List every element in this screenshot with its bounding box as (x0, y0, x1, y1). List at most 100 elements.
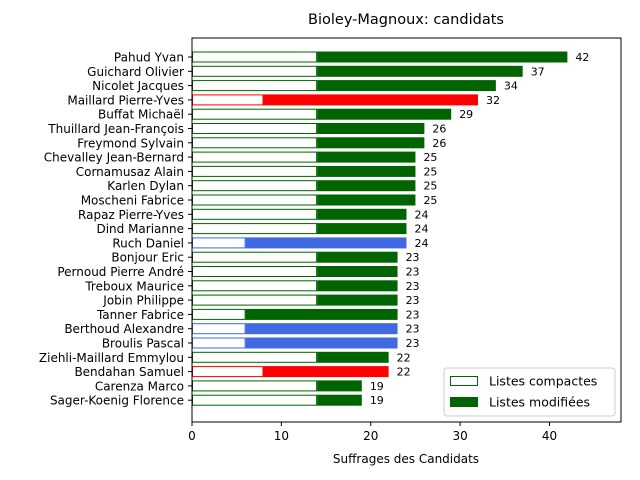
bar-compact (192, 51, 318, 63)
bar-compact (192, 294, 318, 306)
y-tick-label: Dind Marianne (96, 222, 184, 236)
bar-modified (317, 223, 407, 235)
y-tick-label: Cornamusaz Alain (76, 165, 184, 179)
bar-modified (317, 194, 416, 206)
y-tick-label: Moscheni Fabrice (81, 194, 184, 208)
value-label: 32 (486, 94, 500, 107)
y-tick-label: Nicolet Jacques (92, 79, 184, 93)
y-tick-label: Ruch Daniel (112, 236, 184, 250)
value-label: 22 (397, 366, 411, 379)
bar-compact (192, 123, 318, 134)
y-tick-label: Broulis Pascal (102, 337, 184, 351)
value-label: 26 (432, 123, 446, 136)
y-tick-label: Treboux Maurice (84, 279, 184, 293)
bar-modified (245, 323, 398, 335)
x-axis-label: Suffrages des Candidats (333, 452, 479, 466)
y-tick-label: Thuillard Jean-François (47, 122, 184, 136)
value-label: 25 (423, 151, 437, 164)
value-label: 23 (406, 266, 420, 279)
bar-compact (192, 308, 246, 320)
bar-modified (317, 65, 523, 77)
bar-modified (317, 251, 398, 263)
value-label: 23 (406, 251, 420, 264)
y-tick-label: Karlen Dylan (107, 179, 184, 193)
bar-compact (192, 394, 318, 406)
value-label: 26 (432, 137, 446, 150)
bar-compact (192, 180, 318, 192)
y-tick-label: Guichard Olivier (87, 65, 184, 79)
plot-frame (191, 37, 622, 423)
value-label: 24 (415, 208, 429, 221)
x-tick-label: 30 (452, 429, 467, 443)
y-tick-label: Carenza Marco (95, 379, 184, 393)
legend-label: Listes compactes (489, 374, 597, 389)
x-tick-label: 20 (363, 429, 378, 443)
bar-compact (192, 337, 246, 349)
value-label: 34 (504, 80, 518, 93)
y-tick-label: Pahud Yvan (114, 51, 184, 65)
bar-compact (192, 380, 318, 392)
value-label: 23 (406, 280, 420, 293)
y-tick-label: Ziehli-Maillard Emmylou (39, 351, 184, 365)
y-tick-label: Buffat Michaël (98, 108, 184, 122)
bar-modified (317, 80, 496, 92)
value-label: 23 (406, 294, 420, 307)
bar-modified (317, 151, 416, 163)
legend-box (443, 367, 616, 417)
bar-modified (317, 294, 398, 306)
bar-modified (263, 366, 389, 378)
value-label: 25 (423, 165, 437, 178)
value-label: 37 (531, 65, 545, 78)
value-label: 23 (406, 308, 420, 321)
y-tick-label: Freymond Sylvain (77, 136, 184, 150)
bar-modified (245, 308, 398, 320)
bar-modified (317, 123, 425, 134)
value-label: 22 (397, 351, 411, 364)
value-label: 29 (459, 108, 473, 121)
bar-compact (192, 80, 318, 92)
value-label: 24 (415, 237, 429, 250)
bar-compact (192, 251, 318, 263)
bar-compact (192, 237, 246, 249)
y-tick-label: Sager-Koenig Florence (50, 394, 184, 408)
bar-modified (317, 280, 398, 292)
y-tick-label: Berthoud Alexandre (64, 322, 184, 336)
legend-swatch-modified (450, 397, 478, 407)
bar-modified (317, 180, 416, 192)
y-tick-label: Bendahan Samuel (74, 365, 184, 379)
bar-modified (317, 137, 425, 149)
chart-title: Bioley-Magnoux: candidats (308, 12, 504, 28)
bar-compact (192, 65, 318, 77)
value-label: 23 (406, 337, 420, 350)
y-tick-label: Tanner Fabrice (96, 308, 184, 322)
bar-modified (245, 237, 407, 249)
value-label: 23 (406, 323, 420, 336)
y-tick-label: Rapaz Pierre-Yves (78, 208, 184, 222)
bar-compact (192, 223, 318, 235)
value-label: 24 (415, 223, 429, 236)
bar-compact (192, 151, 318, 163)
bar-compact (192, 323, 246, 335)
bar-compact (192, 108, 318, 120)
bar-modified (317, 351, 389, 363)
value-label: 25 (423, 194, 437, 207)
bar-compact (192, 351, 318, 363)
y-tick-label: Bonjour Eric (111, 251, 184, 265)
bar-modified (317, 208, 407, 220)
value-label: 19 (370, 380, 384, 393)
bar-compact (192, 280, 318, 292)
x-axis: 0 10 20 30 40 (188, 422, 557, 443)
legend-label: Listes modifiées (489, 395, 590, 410)
bar-modified (317, 266, 398, 277)
bar-compact (192, 137, 318, 149)
value-label: 19 (370, 394, 384, 407)
y-tick-label: Maillard Pierre-Yves (67, 93, 184, 107)
bar-modified (317, 108, 452, 120)
bar-compact (192, 165, 318, 177)
y-tick-label: Jobin Philippe (102, 294, 184, 308)
bar-compact (192, 94, 264, 106)
y-tick-label: Pernoud Pierre André (57, 265, 184, 279)
bar-modified (317, 165, 416, 177)
